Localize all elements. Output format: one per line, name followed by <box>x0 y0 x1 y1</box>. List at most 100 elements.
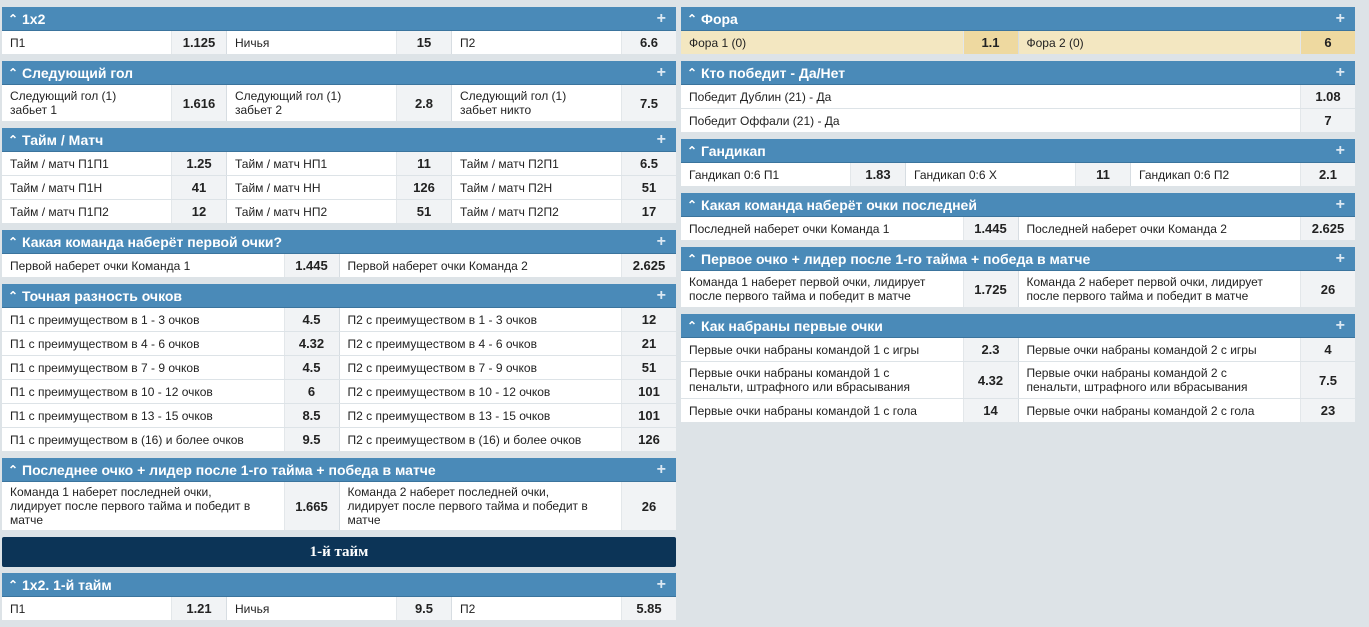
plus-icon[interactable]: + <box>656 64 666 81</box>
bet-cell[interactable]: Первые очки набраны командой 1 с пенальт… <box>681 362 1019 398</box>
bet-cell[interactable]: П2 6.6 <box>452 31 676 54</box>
bet-cell[interactable]: П1 1.21 <box>2 597 227 620</box>
odds-value[interactable]: 17 <box>621 200 676 223</box>
odds-value[interactable]: 1.125 <box>171 31 226 54</box>
bet-cell[interactable]: Последней наберет очки Команда 2 2.625 <box>1019 217 1355 240</box>
market-header[interactable]: ⌃ Первое очко + лидер после 1-го тайма + … <box>681 247 1355 271</box>
odds-value[interactable]: 6 <box>283 380 339 403</box>
bet-cell[interactable]: П1 с преимуществом в 13 - 15 очков 8.5 <box>2 404 340 427</box>
section-title-first-half[interactable]: 1-й тайм <box>2 537 676 567</box>
odds-value[interactable]: 7.5 <box>621 85 676 121</box>
odds-value[interactable]: 4.32 <box>283 332 339 355</box>
bet-cell[interactable]: Гандикап 0:6 Х 11 <box>906 163 1131 186</box>
odds-value[interactable]: 126 <box>621 428 676 451</box>
odds-value[interactable]: 7.5 <box>1300 362 1355 398</box>
bet-cell[interactable]: Гандикап 0:6 П2 2.1 <box>1131 163 1355 186</box>
plus-icon[interactable]: + <box>656 287 666 304</box>
chevron-up-icon[interactable]: ⌃ <box>7 234 19 249</box>
plus-icon[interactable]: + <box>1335 250 1345 267</box>
bet-cell[interactable]: Последней наберет очки Команда 1 1.445 <box>681 217 1019 240</box>
odds-value[interactable]: 8.5 <box>283 404 339 427</box>
chevron-up-icon[interactable]: ⌃ <box>7 462 19 477</box>
odds-value[interactable]: 21 <box>621 332 676 355</box>
chevron-up-icon[interactable]: ⌃ <box>686 143 698 158</box>
market-header[interactable]: ⌃ Какая команда наберёт первой очки? + <box>2 230 676 254</box>
bet-cell[interactable]: Первые очки набраны командой 2 с пенальт… <box>1019 362 1355 398</box>
odds-value[interactable]: 2.3 <box>962 338 1018 361</box>
odds-value[interactable]: 14 <box>962 399 1018 422</box>
market-header[interactable]: ⌃ Точная разность очков + <box>2 284 676 308</box>
bet-cell[interactable]: П1 1.125 <box>2 31 227 54</box>
chevron-up-icon[interactable]: ⌃ <box>7 11 19 26</box>
bet-cell[interactable]: П2 5.85 <box>452 597 676 620</box>
bet-cell[interactable]: Фора 2 (0) 6 <box>1019 31 1355 54</box>
bet-cell[interactable]: Тайм / матч НН 126 <box>227 176 452 199</box>
plus-icon[interactable]: + <box>656 461 666 478</box>
odds-value[interactable]: 4.5 <box>283 308 339 331</box>
chevron-up-icon[interactable]: ⌃ <box>686 318 698 333</box>
odds-value[interactable]: 1.445 <box>962 217 1018 240</box>
odds-value[interactable]: 2.625 <box>621 254 676 277</box>
bet-cell[interactable]: П2 с преимуществом в 10 - 12 очков 101 <box>340 380 676 403</box>
bet-cell[interactable]: Тайм / матч НП2 51 <box>227 200 452 223</box>
market-header[interactable]: ⌃ Как набраны первые очки + <box>681 314 1355 338</box>
odds-value[interactable]: 4 <box>1300 338 1355 361</box>
chevron-up-icon[interactable]: ⌃ <box>7 288 19 303</box>
bet-cell[interactable]: Первые очки набраны командой 2 с гола 23 <box>1019 399 1355 422</box>
market-header[interactable]: ⌃ 1x2. 1-й тайм + <box>2 573 676 597</box>
plus-icon[interactable]: + <box>1335 317 1345 334</box>
bet-cell[interactable]: Первые очки набраны командой 2 с игры 4 <box>1019 338 1355 361</box>
bet-cell[interactable]: Тайм / матч П2П1 6.5 <box>452 152 676 175</box>
bet-cell[interactable]: П1 с преимуществом в 10 - 12 очков 6 <box>2 380 340 403</box>
odds-value[interactable]: 51 <box>621 176 676 199</box>
bet-cell[interactable]: Команда 2 наберет последней очки, лидиру… <box>340 482 676 530</box>
chevron-up-icon[interactable]: ⌃ <box>686 11 698 26</box>
bet-cell[interactable]: Гандикап 0:6 П1 1.83 <box>681 163 906 186</box>
bet-cell[interactable]: Фора 1 (0) 1.1 <box>681 31 1019 54</box>
odds-value[interactable]: 11 <box>396 152 451 175</box>
odds-value[interactable]: 26 <box>621 482 676 530</box>
bet-cell[interactable]: Тайм / матч П2П2 17 <box>452 200 676 223</box>
market-header[interactable]: ⌃ Кто победит - Да/Нет + <box>681 61 1355 85</box>
odds-value[interactable]: 4.32 <box>962 362 1018 398</box>
odds-value[interactable]: 41 <box>171 176 226 199</box>
bet-cell[interactable]: Команда 1 наберет первой очки, лидирует … <box>681 271 1019 307</box>
bet-cell[interactable]: П1 с преимуществом в 1 - 3 очков 4.5 <box>2 308 340 331</box>
bet-cell[interactable]: Первой наберет очки Команда 2 2.625 <box>340 254 676 277</box>
odds-value[interactable]: 1.665 <box>283 482 339 530</box>
bet-cell[interactable]: Тайм / матч П1П2 12 <box>2 200 227 223</box>
market-header[interactable]: ⌃ Последнее очко + лидер после 1-го тайма… <box>2 458 676 482</box>
odds-value[interactable]: 7 <box>1300 109 1355 132</box>
market-header[interactable]: ⌃ Фора + <box>681 7 1355 31</box>
odds-value[interactable]: 1.616 <box>171 85 226 121</box>
odds-value[interactable]: 1.445 <box>283 254 339 277</box>
bet-cell[interactable]: Следующий гол (1) забьет 2 2.8 <box>227 85 452 121</box>
plus-icon[interactable]: + <box>1335 10 1345 27</box>
odds-value[interactable]: 5.85 <box>621 597 676 620</box>
odds-value[interactable]: 26 <box>1300 271 1355 307</box>
bet-cell[interactable]: Тайм / матч П1П1 1.25 <box>2 152 227 175</box>
chevron-up-icon[interactable]: ⌃ <box>7 577 19 592</box>
plus-icon[interactable]: + <box>1335 196 1345 213</box>
bet-cell[interactable]: Ничья 9.5 <box>227 597 452 620</box>
bet-cell[interactable]: Первой наберет очки Команда 1 1.445 <box>2 254 340 277</box>
odds-value[interactable]: 4.5 <box>283 356 339 379</box>
odds-value[interactable]: 1.1 <box>962 31 1018 54</box>
bet-cell[interactable]: Ничья 15 <box>227 31 452 54</box>
odds-value[interactable]: 1.725 <box>962 271 1018 307</box>
market-header[interactable]: ⌃ 1x2 + <box>2 7 676 31</box>
odds-value[interactable]: 101 <box>621 404 676 427</box>
bet-cell[interactable]: Тайм / матч НП1 11 <box>227 152 452 175</box>
chevron-up-icon[interactable]: ⌃ <box>7 65 19 80</box>
odds-value[interactable]: 15 <box>396 31 451 54</box>
odds-value[interactable]: 1.21 <box>171 597 226 620</box>
bet-cell[interactable]: Команда 1 наберет последней очки, лидиру… <box>2 482 340 530</box>
bet-cell[interactable]: П2 с преимуществом в 1 - 3 очков 12 <box>340 308 676 331</box>
bet-cell[interactable]: П2 с преимуществом в 13 - 15 очков 101 <box>340 404 676 427</box>
odds-value[interactable]: 1.83 <box>850 163 905 186</box>
odds-value[interactable]: 23 <box>1300 399 1355 422</box>
bet-cell[interactable]: Победит Дублин (21) - Да 1.08 <box>681 85 1355 108</box>
odds-value[interactable]: 6 <box>1300 31 1355 54</box>
bet-cell[interactable]: Команда 2 наберет первой очки, лидирует … <box>1019 271 1355 307</box>
plus-icon[interactable]: + <box>1335 64 1345 81</box>
